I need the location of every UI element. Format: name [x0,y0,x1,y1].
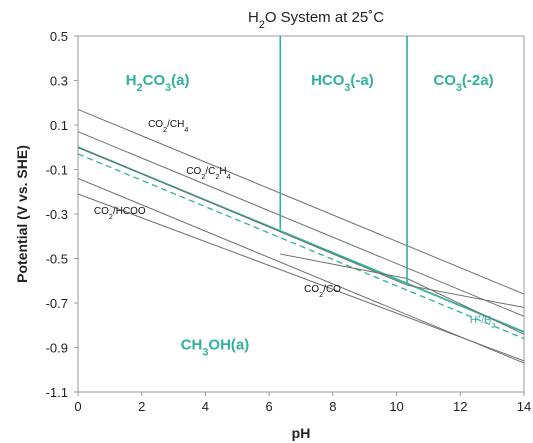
x-tick-label: 6 [266,399,273,414]
series-line-3 [77,177,525,364]
y-tick-label: -0.1 [46,163,68,178]
y-tick-label: 0.5 [50,29,68,44]
y-axis-label: Potential (V vs. SHE) [14,145,30,283]
series-line-6 [77,146,525,308]
series-line-5 [77,153,525,340]
couple-label-4: H+/H2 [470,312,495,330]
y-tick-label: -0.5 [46,252,68,267]
y-tick-label: 0.3 [50,74,68,89]
couple-label-1: CO2/C2H4 [186,166,230,181]
series-line-0 [77,108,525,295]
chart-title: H2O System at 25˚C [248,9,384,31]
y-tick-label: -0.3 [46,207,68,222]
region-label-2: CO3(-2a) [433,72,493,94]
y-tick-label: -0.9 [46,341,68,356]
x-axis-label: pH [292,425,311,441]
series-line-1 [77,131,525,317]
couple-label-2: CO2/HCOO [94,206,146,221]
x-tick-label: 2 [138,399,145,414]
x-tick-label: 8 [329,399,336,414]
region-label-1: HCO3(-a) [311,72,374,94]
y-tick-label: -0.7 [46,296,68,311]
x-tick-label: 4 [202,399,209,414]
y-tick-label: -1.1 [46,385,68,400]
x-tick-label: 10 [389,399,403,414]
series-line-2 [77,193,525,362]
couple-label-3: CO2/CO [304,284,341,299]
x-tick-label: 14 [517,399,531,414]
y-tick-label: 0.1 [50,118,68,133]
region-label-0: H2CO3(a) [126,72,190,94]
region-label-3: CH3OH(a) [181,337,250,359]
x-tick-label: 12 [453,399,467,414]
x-tick-label: 0 [74,399,81,414]
couple-label-0: CO2/CH4 [148,119,188,134]
